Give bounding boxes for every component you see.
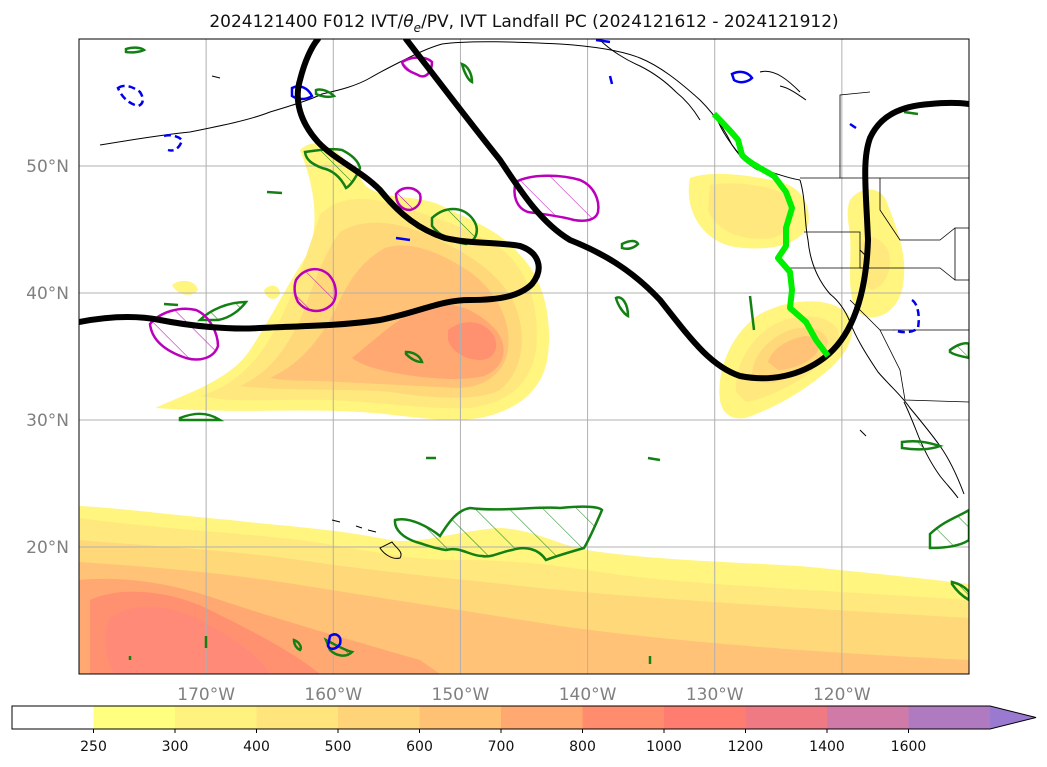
plot-frame [78,38,970,675]
colorbar-segment-below [12,706,94,729]
colorbar-tick-label: 1000 [646,739,682,755]
colorbar-segment [582,706,665,729]
ivt-shading-tropical [79,506,969,674]
x-tick-label: 140°W [559,685,617,705]
theta-e-contours [79,39,969,382]
map-plot-area [79,39,969,674]
colorbar-outline [11,705,1037,730]
colorbar-segment [664,706,746,729]
y-tick-label: 40°N [26,284,69,304]
x-tick-label: 160°W [304,685,362,705]
colorbar-tick-label: 1400 [809,739,845,755]
colorbar-segment [827,706,909,729]
x-tick-label: 130°W [686,685,744,705]
colorbar-segment [419,706,502,729]
colorbar-segment [745,706,828,729]
y-tick-label: 30°N [26,411,69,431]
colorbar-tick-label: 500 [325,739,352,755]
colorbar-tick-label: 600 [406,739,433,755]
colorbar-segment [338,706,420,729]
colorbar-segment [501,706,583,729]
colorbar-tick-label: 1200 [728,739,764,755]
colorbar-segment [175,706,257,729]
x-tick-label: 150°W [432,685,490,705]
colorbar-segment [908,706,990,729]
colorbar-tick-label: 300 [162,739,189,755]
pv-contours-green [124,46,969,664]
colorbar-tick-label: 700 [488,739,515,755]
ivt-landfall-line [711,111,831,358]
colorbar-segment [256,706,339,729]
y-tick-label: 20°N [26,538,69,558]
pv-contours-magenta [148,56,600,361]
colorbar-segment [93,706,176,729]
y-tick-labels: 50°N 40°N 30°N 20°N [26,157,69,558]
x-tick-label: 170°W [177,685,235,705]
colorbar-tick-label: 1600 [891,739,927,755]
ivt-colorbar: 250 300 400 500 600 700 800 1000 1200 1400 1600 [11,705,1037,755]
x-tick-label: 120°W [813,685,871,705]
colorbar-extend-arrow [990,706,1036,729]
colorbar-tick-label: 250 [80,739,107,755]
colorbar-tick-label: 400 [243,739,270,755]
y-tick-label: 50°N [26,157,69,177]
x-tick-labels: 170°W 160°W 150°W 140°W 130°W 120°W [177,685,871,705]
colorbar-tick-label: 800 [569,739,596,755]
chart-title: 2024121400 F012 IVT/θe/PV, IVT Landfall … [209,12,838,35]
